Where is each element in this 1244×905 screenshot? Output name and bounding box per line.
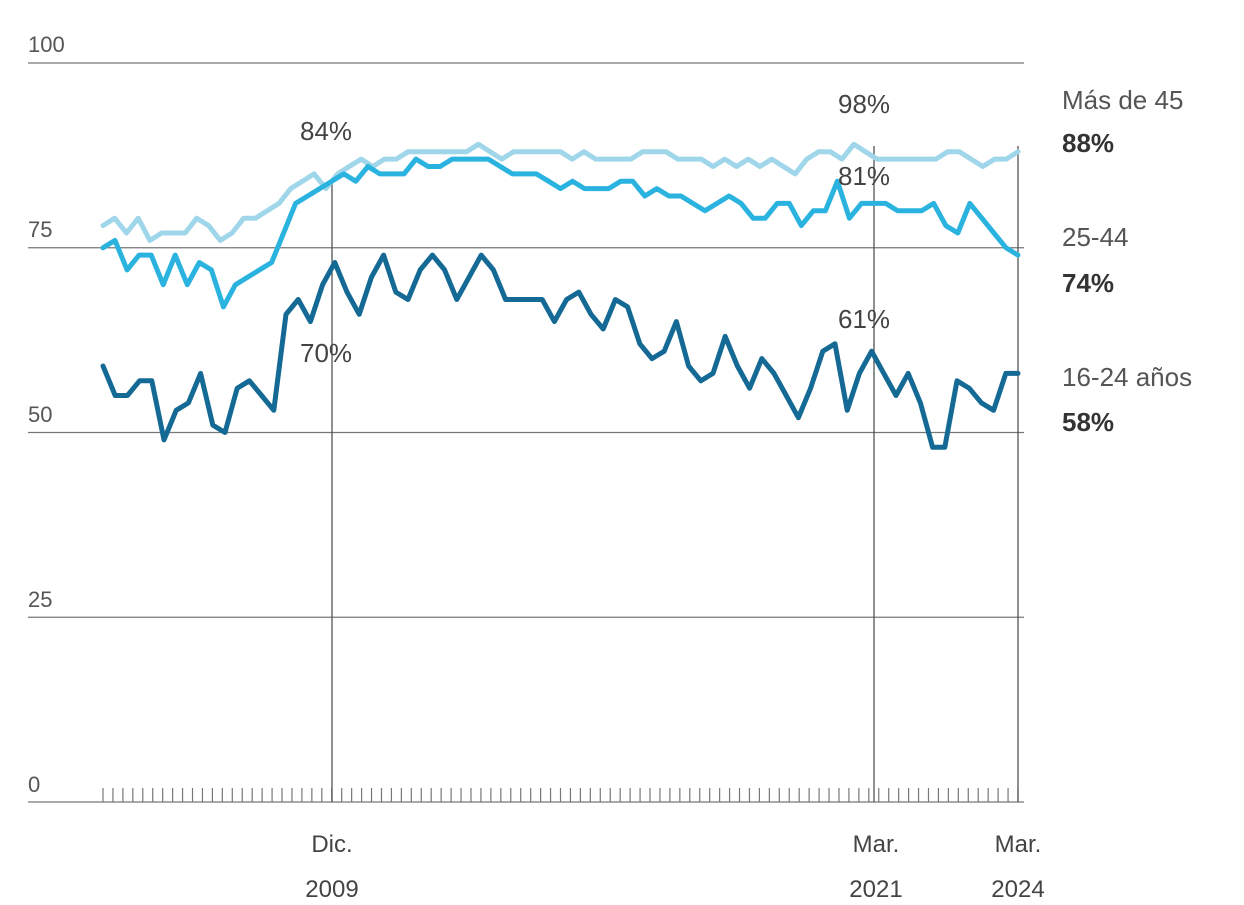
y-axis-labels: 0 25 50 75 100 bbox=[28, 32, 65, 797]
date-marker-lines bbox=[331, 146, 1019, 802]
series-line-25-44 bbox=[100, 156, 1021, 310]
y-tick-label-50: 50 bbox=[28, 402, 52, 427]
legend-name-25-44: 25-44 bbox=[1062, 222, 1129, 252]
x-axis-labels: Dic. 2009 Mar. 2021 Mar. 2024 bbox=[305, 831, 1044, 903]
grid bbox=[28, 62, 1024, 803]
y-tick-label-100: 100 bbox=[28, 32, 65, 57]
series-line-m-s-de-45 bbox=[100, 141, 1021, 243]
legend-name-16-24-anos: 16-24 años bbox=[1062, 362, 1192, 392]
y-tick-label-0: 0 bbox=[28, 772, 40, 797]
annotations: 84% 70% 98% 81% 61% bbox=[300, 89, 890, 368]
annotation-61: 61% bbox=[838, 304, 890, 334]
annotation-81: 81% bbox=[838, 161, 890, 191]
y-tick-label-75: 75 bbox=[28, 217, 52, 242]
x-label-2024: 2024 bbox=[991, 876, 1044, 903]
series-end-labels: Más de 45 88% 25-44 74% 16-24 años 58% bbox=[1062, 85, 1192, 437]
annotation-98: 98% bbox=[838, 89, 890, 119]
series-lines bbox=[100, 141, 1021, 450]
x-label-mar-line1: Mar. bbox=[853, 831, 900, 858]
x-label-2009: 2009 bbox=[305, 876, 358, 903]
x-label-dic-line1: Dic. bbox=[311, 831, 352, 858]
annotation-84: 84% bbox=[300, 116, 352, 146]
annotation-70: 70% bbox=[300, 338, 352, 368]
legend-name-mas-de-45: Más de 45 bbox=[1062, 85, 1183, 115]
x-label-2021: 2021 bbox=[849, 876, 902, 903]
x-label-mar-2024-line1: Mar. bbox=[995, 831, 1042, 858]
series-line-16-24-a-os bbox=[100, 252, 1021, 450]
y-tick-label-25: 25 bbox=[28, 587, 52, 612]
legend-value-mas-de-45: 88% bbox=[1062, 128, 1114, 158]
x-minor-ticks bbox=[102, 788, 1019, 802]
legend-value-25-44: 74% bbox=[1062, 268, 1114, 298]
legend-value-16-24-anos: 58% bbox=[1062, 407, 1114, 437]
